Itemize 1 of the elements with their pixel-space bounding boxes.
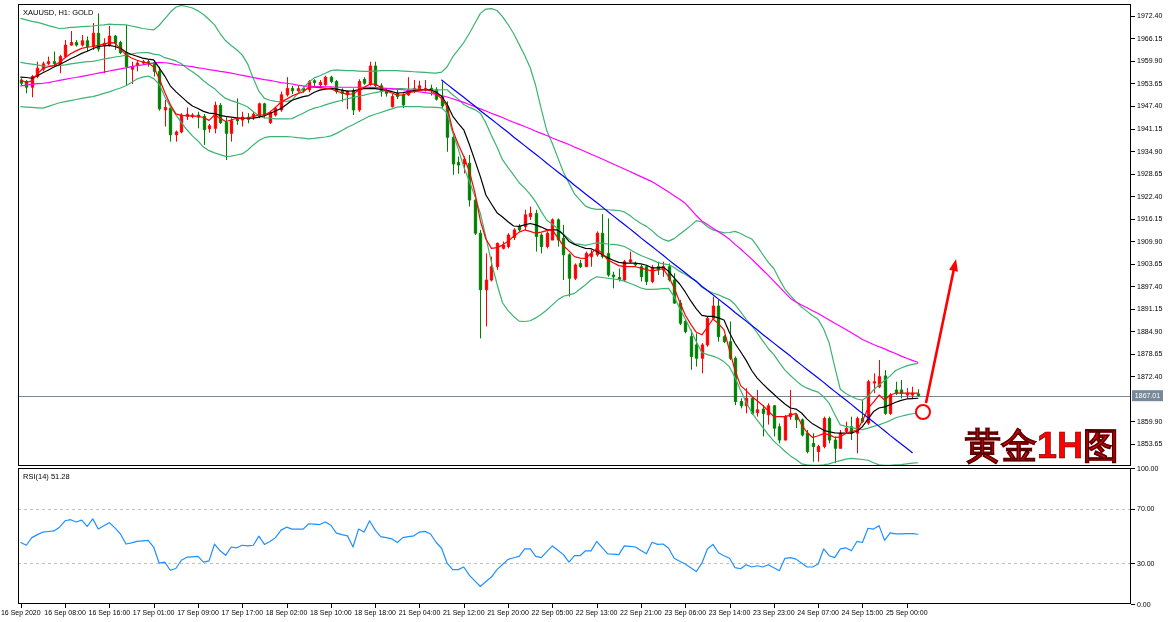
annotation: 黄金1H图 xyxy=(964,425,1119,466)
